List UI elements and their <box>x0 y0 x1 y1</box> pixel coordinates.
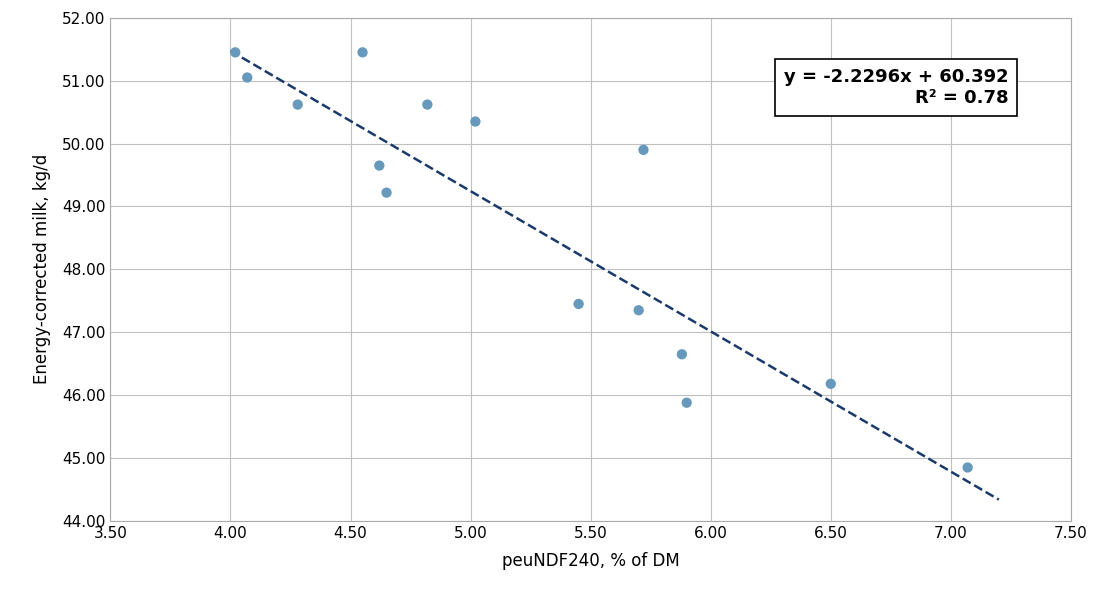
Point <box>570 299 587 308</box>
Point <box>629 305 647 315</box>
Point <box>289 100 307 110</box>
Point <box>371 161 389 170</box>
Point <box>678 398 696 407</box>
Point <box>821 379 839 388</box>
Point <box>418 100 436 110</box>
Point <box>467 117 485 126</box>
Point <box>635 145 652 155</box>
Y-axis label: Energy-corrected milk, kg/d: Energy-corrected milk, kg/d <box>33 155 51 384</box>
Point <box>238 73 256 82</box>
Point <box>673 349 691 359</box>
Point <box>958 463 976 472</box>
Point <box>353 47 371 57</box>
Point <box>378 188 395 197</box>
X-axis label: peuNDF240, % of DM: peuNDF240, % of DM <box>501 552 680 570</box>
Text: y = -2.2296x + 60.392
R² = 0.78: y = -2.2296x + 60.392 R² = 0.78 <box>784 68 1008 107</box>
Point <box>226 47 244 57</box>
